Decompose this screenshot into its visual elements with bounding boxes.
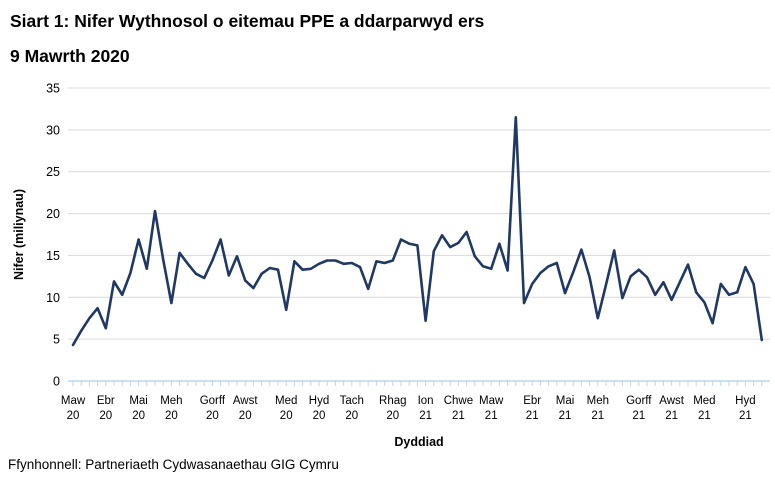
x-tick-year-label: 21 xyxy=(526,410,539,422)
x-tick-year-label: 20 xyxy=(132,410,145,422)
x-tick-year-label: 20 xyxy=(386,410,399,422)
x-tick-month-label: Awst xyxy=(659,395,685,407)
x-tick-year-label: 21 xyxy=(632,410,645,422)
x-tick-month-label: Med xyxy=(693,395,715,407)
chart-title: Siart 1: Nifer Wythnosol o eitemau PPE a… xyxy=(10,4,765,74)
x-tick-month-label: Ebr xyxy=(523,395,541,407)
chart-title-line1: Siart 1: Nifer Wythnosol o eitemau PPE a… xyxy=(10,11,485,31)
x-tick-year-label: 20 xyxy=(239,410,252,422)
x-axis-title: Dyddiad xyxy=(394,435,444,449)
x-tick-month-label: Gorff xyxy=(200,395,226,407)
x-tick-year-label: 20 xyxy=(206,410,219,422)
y-tick-label: 15 xyxy=(46,249,60,263)
chart-title-line2: 9 Mawrth 2020 xyxy=(10,46,130,66)
x-tick-year-label: 21 xyxy=(591,410,604,422)
x-tick-year-label: 21 xyxy=(452,410,465,422)
x-tick-year-label: 20 xyxy=(280,410,293,422)
x-tick-month-label: Hyd xyxy=(735,395,755,407)
y-tick-label: 35 xyxy=(46,82,60,96)
x-tick-year-label: 20 xyxy=(345,410,358,422)
x-tick-month-label: Tach xyxy=(340,395,364,407)
x-tick-month-label: Maw xyxy=(479,395,504,407)
x-tick-month-label: Ion xyxy=(418,395,434,407)
x-tick-year-label: 20 xyxy=(165,410,178,422)
x-tick-month-label: Awst xyxy=(233,395,259,407)
x-tick-month-label: Meh xyxy=(587,395,609,407)
x-tick-month-label: Hyd xyxy=(309,395,329,407)
x-tick-month-label: Chwe xyxy=(444,395,473,407)
x-tick-month-label: Gorff xyxy=(626,395,652,407)
x-tick-month-label: Meh xyxy=(160,395,182,407)
y-tick-label: 30 xyxy=(46,123,60,137)
x-tick-year-label: 20 xyxy=(313,410,326,422)
x-tick-year-label: 20 xyxy=(99,410,112,422)
x-tick-year-label: 21 xyxy=(665,410,678,422)
x-tick-year-label: 21 xyxy=(698,410,711,422)
data-line xyxy=(71,116,764,347)
y-tick-label: 20 xyxy=(46,207,60,221)
source-note: Ffynhonnell: Partneriaeth Cydwasanaethau… xyxy=(8,457,339,472)
x-tick-month-label: Ebr xyxy=(97,395,115,407)
x-tick-year-label: 21 xyxy=(559,410,572,422)
y-tick-label: 10 xyxy=(46,291,60,305)
y-tick-label: 25 xyxy=(46,165,60,179)
x-tick-month-label: Med xyxy=(275,395,297,407)
y-tick-label: 5 xyxy=(53,333,60,347)
x-tick-year-label: 21 xyxy=(485,410,498,422)
y-tick-label: 0 xyxy=(53,375,60,389)
x-tick-year-label: 20 xyxy=(67,410,80,422)
y-axis-title: Nifer (miliynau) xyxy=(12,189,26,280)
x-tick-month-label: Maw xyxy=(61,395,86,407)
x-tick-month-label: Mai xyxy=(129,395,148,407)
x-tick-year-label: 21 xyxy=(419,410,432,422)
x-tick-year-label: 21 xyxy=(739,410,752,422)
x-tick-month-label: Mai xyxy=(556,395,575,407)
x-tick-month-label: Rhag xyxy=(379,395,407,407)
